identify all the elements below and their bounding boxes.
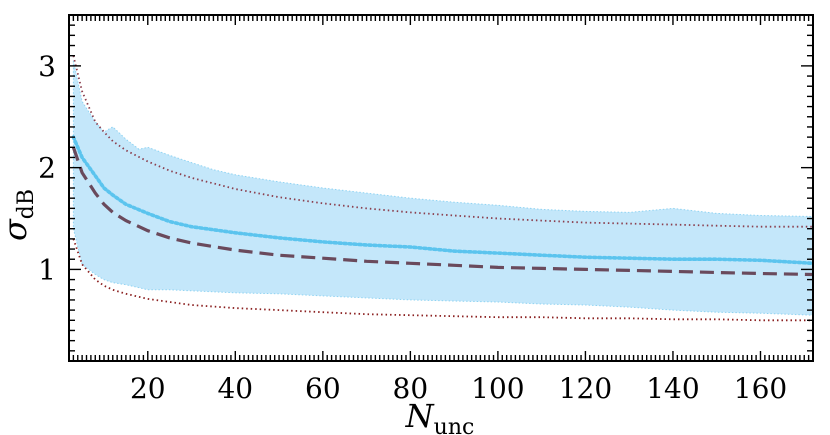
x-axis-subscript: unc (434, 415, 475, 435)
x-tick-label: 160 (734, 372, 787, 405)
mean-dotted-line (71, 135, 813, 266)
x-tick-label: 80 (393, 372, 429, 405)
model-dashed-line (71, 146, 813, 277)
x-tick-label: 20 (130, 372, 166, 405)
y-axis-subscript: dB (14, 189, 39, 219)
x-axis-label: Nunc (405, 397, 475, 435)
x-axis-symbol: N (405, 397, 435, 435)
y-axis-symbol: σ (0, 218, 34, 241)
y-tick-label: 2 (38, 152, 56, 185)
y-axis-label: σdB (0, 189, 39, 241)
x-tick-label: 120 (559, 372, 612, 405)
plot-area (71, 55, 813, 322)
y-tick-label: 1 (38, 253, 56, 286)
x-tick-label: 140 (646, 372, 699, 405)
uncertainty-band (72, 60, 813, 316)
y-tick-label: 3 (38, 50, 56, 83)
x-tick-label: 100 (471, 372, 524, 405)
x-tick-label: 60 (305, 372, 341, 405)
x-tick-label: 40 (217, 372, 253, 405)
lower-bound-line (72, 238, 813, 322)
